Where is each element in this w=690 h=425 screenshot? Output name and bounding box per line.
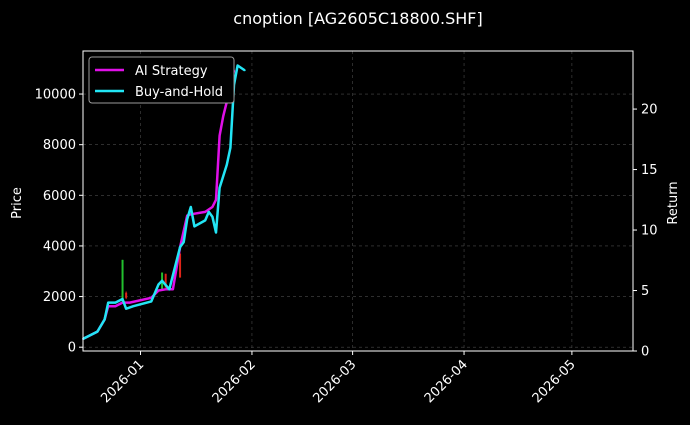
y2-tick-label: 5 xyxy=(641,284,649,299)
y-axis-label: Price xyxy=(10,187,25,219)
y-tick-label: 0 xyxy=(68,341,76,356)
point-buy-and-hold-11 xyxy=(161,279,164,282)
y2-axis: 0 5 10 15 20 xyxy=(633,103,658,360)
y2-tick-label: 20 xyxy=(641,103,658,118)
point-ai-strategy-9 xyxy=(157,289,160,292)
y-axis: 0 2000 4000 6000 8000 10000 xyxy=(35,88,83,356)
point-ai-strategy-10 xyxy=(164,288,167,291)
point-buy-and-hold-19 xyxy=(207,211,210,213)
legend-label-buy-and-hold: Buy-and-Hold xyxy=(135,85,223,100)
chart-title: cnoption [AG2605C18800.SHF] xyxy=(233,9,482,28)
point-buy-and-hold-13 xyxy=(179,246,182,248)
point-ai-strategy-7 xyxy=(128,301,131,304)
series-line-buy-and-hold xyxy=(82,64,246,341)
point-ai-strategy-5 xyxy=(114,305,117,308)
point-buy-and-hold-17 xyxy=(193,225,196,228)
point-buy-and-hold-15 xyxy=(186,218,189,221)
point-buy-and-hold-24 xyxy=(229,146,232,149)
y-tick-label: 10000 xyxy=(35,88,76,103)
point-buy-and-hold-4 xyxy=(107,301,110,304)
point-buy-and-hold-9 xyxy=(150,300,153,303)
point-buy-and-hold-16 xyxy=(189,206,192,208)
point-buy-and-hold-5 xyxy=(114,301,117,304)
point-buy-and-hold-21 xyxy=(215,231,217,234)
point-buy-and-hold-22 xyxy=(218,186,221,189)
point-buy-and-hold-14 xyxy=(182,241,185,244)
plot-frame xyxy=(82,50,634,352)
y2-tick-label: 0 xyxy=(641,345,649,360)
point-buy-and-hold-20 xyxy=(211,215,214,218)
point-buy-and-hold-2 xyxy=(96,330,99,333)
series-lines xyxy=(82,64,246,341)
point-buy-and-hold-10 xyxy=(157,283,160,286)
y2-tick-label: 15 xyxy=(641,163,658,178)
y-tick-label: 8000 xyxy=(43,138,76,153)
point-buy-and-hold-8 xyxy=(132,305,135,308)
point-ai-strategy-19 xyxy=(222,115,225,118)
y2-tick-label: 10 xyxy=(641,224,658,239)
y2-axis-label: Return xyxy=(666,181,681,224)
legend-box xyxy=(88,56,235,104)
point-buy-and-hold-12 xyxy=(168,288,171,291)
candle-body-0 xyxy=(121,259,124,302)
candle-body-1 xyxy=(125,292,128,298)
point-buy-and-hold-26 xyxy=(236,64,239,67)
point-ai-strategy-11 xyxy=(172,288,174,291)
point-buy-and-hold-7 xyxy=(125,307,127,310)
candle-body-4 xyxy=(179,253,182,278)
y-tick-label: 4000 xyxy=(43,239,76,254)
legend-label-ai-strategy: AI Strategy xyxy=(135,64,208,79)
point-ai-strategy-17 xyxy=(215,198,217,201)
y-tick-label: 6000 xyxy=(43,189,76,204)
point-ai-strategy-16 xyxy=(211,206,214,208)
legend: AI Strategy Buy-and-Hold xyxy=(88,56,235,104)
point-buy-and-hold-6 xyxy=(121,298,124,300)
point-buy-and-hold-1 xyxy=(89,334,92,337)
point-buy-and-hold-3 xyxy=(103,318,106,321)
point-buy-and-hold-27 xyxy=(243,69,246,72)
candle-body-3 xyxy=(164,273,167,288)
y-tick-label: 2000 xyxy=(43,290,76,305)
point-buy-and-hold-23 xyxy=(225,163,228,166)
point-buy-and-hold-18 xyxy=(204,219,207,222)
point-ai-strategy-15 xyxy=(204,211,207,213)
point-ai-strategy-18 xyxy=(218,134,221,137)
